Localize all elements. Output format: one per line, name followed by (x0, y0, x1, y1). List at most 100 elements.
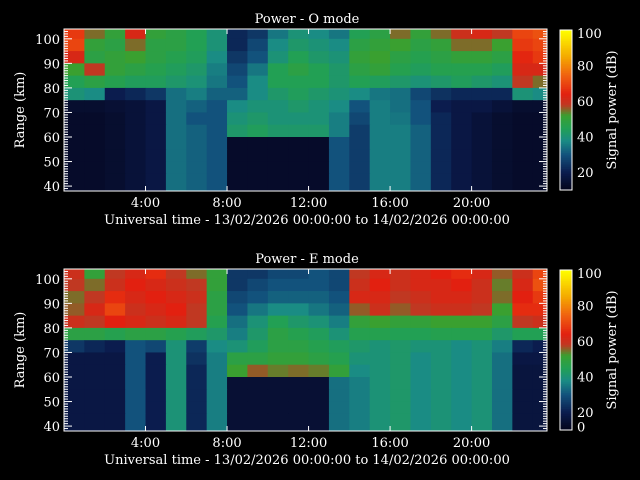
heatmap-cell (227, 173, 248, 191)
colorbar-step (560, 282, 572, 285)
heatmap-cell (532, 389, 547, 403)
heatmap-cell (267, 149, 289, 163)
colorbar-step (560, 156, 572, 159)
heatmap-cell (267, 137, 289, 150)
colorbar-step (560, 298, 572, 301)
colorbar-step (560, 319, 572, 322)
y-tick-label: 60 (43, 371, 60, 386)
heatmap-cell (430, 112, 452, 126)
heatmap-cell (390, 303, 411, 317)
heatmap-cell (145, 124, 167, 138)
heatmap-cell (186, 401, 208, 415)
heatmap-cell (186, 278, 208, 292)
x-tick-label: 20:00 (453, 196, 490, 211)
heatmap-cell (532, 100, 547, 113)
colorbar-step (560, 172, 572, 175)
heatmap-cell (267, 63, 289, 77)
colorbar-step (560, 88, 572, 91)
x-axis-title: Universal time - 13/02/2026 00:00:00 to … (104, 213, 510, 228)
heatmap-cell (227, 161, 248, 175)
heatmap-cell (267, 291, 289, 304)
heatmap-cell (328, 100, 350, 113)
heatmap-cell (512, 377, 534, 390)
heatmap-cell (471, 137, 493, 150)
heatmap-cell (532, 29, 547, 40)
heatmap-cell (267, 29, 289, 40)
colorbar-step (560, 150, 572, 154)
heatmap-cell (125, 327, 147, 341)
heatmap-cell (430, 364, 452, 378)
colorbar-step (560, 421, 572, 424)
colorbar-step (560, 140, 572, 143)
colorbar-step (560, 70, 572, 74)
heatmap-cell (84, 364, 106, 378)
heatmap-cell (104, 149, 126, 163)
colorbar-title: Signal power (dB) (605, 50, 620, 169)
heatmap-cell (288, 401, 310, 415)
heatmap-cell (430, 161, 452, 175)
colorbar-step (560, 358, 572, 362)
colorbar-step (560, 69, 572, 72)
heatmap-cell (288, 364, 310, 378)
heatmap-cell (206, 303, 228, 317)
heatmap-cell (430, 413, 452, 431)
heatmap-cell (532, 75, 547, 89)
heatmap-cell (227, 413, 248, 431)
colorbar-step (560, 159, 572, 162)
heatmap-cell (308, 100, 330, 113)
colorbar-step (560, 401, 572, 404)
heatmap-cell (369, 340, 391, 353)
heatmap-cell (410, 364, 432, 378)
heatmap-cell (186, 38, 208, 52)
heatmap-cell (227, 364, 248, 378)
panel-e-mode: 40 50 60 70 80 90 100 4:00 8:00 12:00 16:00 20:00 Po… (13, 252, 620, 468)
x-tick-label: 12:00 (290, 196, 327, 211)
heatmap-cell (84, 303, 106, 317)
colorbar-step (560, 286, 572, 289)
x-tick-label: 16:00 (371, 436, 408, 451)
colorbar-step (560, 46, 572, 49)
colorbar-step (560, 83, 572, 86)
heatmap-cell (267, 278, 289, 292)
heatmap-cell (532, 149, 547, 163)
heatmap-cell (451, 291, 473, 304)
heatmap-cell (186, 124, 208, 138)
heatmap-cell (145, 51, 167, 64)
heatmap-cell (64, 149, 85, 163)
colorbar-step (560, 175, 572, 178)
heatmap-cell (308, 291, 330, 304)
heatmap-cell (84, 413, 106, 431)
heatmap-cell (471, 161, 493, 175)
colorbar-step (560, 382, 572, 385)
y-tick-label: 40 (43, 180, 60, 195)
heatmap-cell (125, 112, 147, 126)
heatmap-cell (328, 75, 350, 89)
heatmap-cell (227, 278, 248, 292)
x-tick-label: 12:00 (290, 436, 327, 451)
y-tick-label: 70 (43, 106, 60, 121)
heatmap-cell (125, 315, 147, 329)
heatmap-cell (430, 149, 452, 163)
colorbar-step (560, 63, 572, 66)
heatmap-cell (145, 269, 167, 280)
heatmap-cell (471, 87, 493, 101)
heatmap-cell (390, 327, 411, 341)
heatmap-cell (104, 87, 126, 101)
heatmap-cell (512, 327, 534, 341)
colorbar-tick-label: 20 (577, 406, 594, 421)
heatmap-cell (308, 401, 330, 415)
colorbar-step (560, 78, 572, 81)
heatmap-cell (532, 291, 547, 304)
heatmap-cell (512, 38, 534, 52)
heatmap-cell (267, 352, 289, 366)
heatmap-cell (532, 327, 547, 341)
heatmap-cell (84, 63, 106, 77)
heatmap-cell (512, 137, 534, 150)
y-tick-label: 80 (43, 322, 60, 337)
colorbar-step (560, 76, 572, 79)
heatmap-cell (165, 137, 187, 150)
heatmap-cell (165, 161, 187, 175)
colorbar-step (560, 58, 572, 61)
heatmap-cell (206, 389, 228, 403)
heatmap-cell (512, 291, 534, 304)
